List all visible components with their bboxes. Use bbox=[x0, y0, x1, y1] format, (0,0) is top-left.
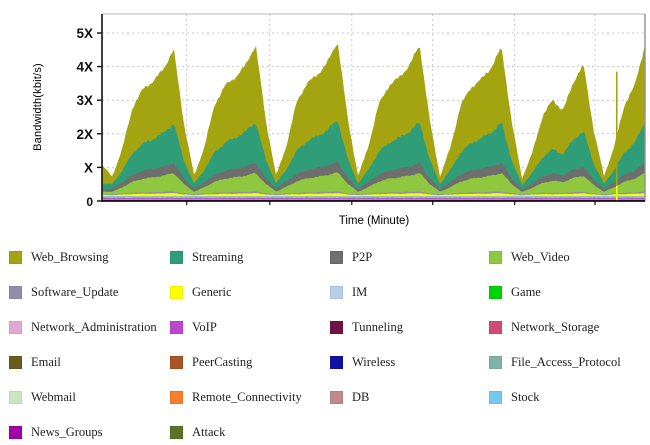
legend-item-tunneling: Tunneling bbox=[330, 320, 403, 334]
legend-item-game: Game bbox=[489, 285, 541, 299]
stock-label: Stock bbox=[511, 389, 540, 404]
game-swatch-icon bbox=[489, 285, 502, 299]
remote-connectivity-swatch-icon bbox=[170, 390, 183, 404]
tunneling-swatch-icon bbox=[330, 320, 343, 334]
streaming-swatch-icon bbox=[170, 250, 183, 264]
legend-item-voip: VoIP bbox=[170, 320, 217, 334]
legend-item-remote-connectivity: Remote_Connectivity bbox=[170, 390, 302, 404]
news-groups-label: News_Groups bbox=[31, 424, 103, 439]
remote-connectivity-label: Remote_Connectivity bbox=[192, 389, 302, 404]
webmail-swatch-icon bbox=[9, 390, 22, 404]
legend-item-p2p: P2P bbox=[330, 250, 372, 264]
im-label: IM bbox=[352, 284, 368, 299]
wireless-label: Wireless bbox=[352, 354, 396, 369]
legend-item-streaming: Streaming bbox=[170, 250, 243, 264]
file-access-protocol-label: File_Access_Protocol bbox=[511, 354, 621, 369]
legend-item-webmail: Webmail bbox=[9, 390, 76, 404]
software-update-label: Software_Update bbox=[31, 284, 119, 299]
y-tick-label-4x: 4X bbox=[76, 60, 93, 75]
legend-item-software-update: Software_Update bbox=[9, 285, 118, 299]
email-label: Email bbox=[31, 354, 61, 369]
peercasting-label: PeerCasting bbox=[192, 354, 253, 369]
legend-item-attack: Attack bbox=[170, 425, 225, 439]
legend-item-email: Email bbox=[9, 355, 61, 369]
generic-swatch-icon bbox=[170, 285, 183, 299]
email-swatch-icon bbox=[9, 355, 22, 369]
legend-item-network-administration: Network_Administration bbox=[9, 320, 157, 334]
y-tick-label-x: X bbox=[84, 160, 93, 175]
legend-item-news-groups: News_Groups bbox=[9, 425, 103, 439]
db-label: DB bbox=[352, 389, 370, 404]
y-tick-label-3x: 3X bbox=[76, 93, 93, 108]
x-axis-label: Time (Minute) bbox=[338, 215, 410, 227]
db-swatch-icon bbox=[330, 390, 343, 404]
tunneling-label: Tunneling bbox=[352, 319, 403, 334]
voip-label: VoIP bbox=[192, 319, 217, 334]
web-video-swatch-icon bbox=[489, 250, 502, 264]
legend-item-web-video: Web_Video bbox=[489, 250, 570, 264]
legend-item-file-access-protocol: File_Access_Protocol bbox=[489, 355, 621, 369]
network-storage-swatch-icon bbox=[489, 320, 502, 334]
peercasting-swatch-icon bbox=[170, 355, 183, 369]
plot-area: 0 X 2X 3X 4X 5X bbox=[76, 13, 646, 209]
web-video-label: Web_Video bbox=[511, 249, 570, 264]
legend-item-peercasting: PeerCasting bbox=[170, 355, 252, 369]
y-tick-label-5x: 5X bbox=[76, 26, 93, 41]
file-access-protocol-swatch-icon bbox=[489, 355, 502, 369]
attack-swatch-icon bbox=[170, 425, 183, 439]
y-tick-label-2x: 2X bbox=[76, 127, 93, 142]
network-storage-label: Network_Storage bbox=[511, 319, 600, 334]
legend-item-generic: Generic bbox=[170, 285, 232, 299]
network-administration-label: Network_Administration bbox=[31, 319, 157, 334]
legend-item-db: DB bbox=[330, 390, 369, 404]
legend-item-stock: Stock bbox=[489, 390, 539, 404]
legend-item-im: IM bbox=[330, 285, 367, 299]
streaming-label: Streaming bbox=[192, 249, 244, 264]
software-update-swatch-icon bbox=[9, 285, 22, 299]
legend-item-web-browsing: Web_Browsing bbox=[9, 250, 108, 264]
legend-item-network-storage: Network_Storage bbox=[489, 320, 599, 334]
stock-swatch-icon bbox=[489, 390, 502, 404]
p2p-label: P2P bbox=[352, 249, 373, 264]
y-tick-label-0: 0 bbox=[86, 195, 93, 209]
web-browsing-label: Web_Browsing bbox=[31, 249, 109, 264]
game-label: Game bbox=[511, 284, 541, 299]
news-groups-swatch-icon bbox=[9, 425, 22, 439]
voip-swatch-icon bbox=[170, 320, 183, 334]
legend-item-wireless: Wireless bbox=[330, 355, 395, 369]
web-browsing-swatch-icon bbox=[9, 250, 22, 264]
im-swatch-icon bbox=[330, 285, 343, 299]
attack-label: Attack bbox=[192, 424, 226, 439]
wireless-swatch-icon bbox=[330, 355, 343, 369]
webmail-label: Webmail bbox=[31, 389, 76, 404]
network-administration-swatch-icon bbox=[9, 320, 22, 334]
generic-label: Generic bbox=[192, 284, 232, 299]
p2p-swatch-icon bbox=[330, 250, 343, 264]
